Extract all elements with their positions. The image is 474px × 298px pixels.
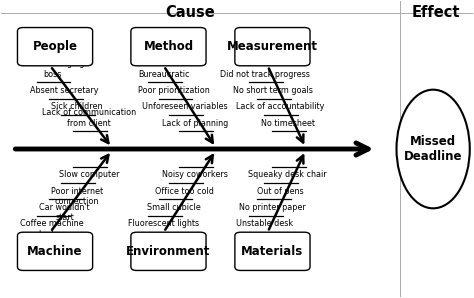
Text: Squeaky desk chair: Squeaky desk chair <box>248 170 327 179</box>
Text: Out of pens: Out of pens <box>257 187 303 196</box>
Text: Small cubicle: Small cubicle <box>147 203 201 212</box>
FancyBboxPatch shape <box>131 27 206 66</box>
Text: Cause: Cause <box>165 5 215 20</box>
Text: Missed
Deadline: Missed Deadline <box>404 135 462 163</box>
Text: Lack of communication
from client: Lack of communication from client <box>42 108 136 128</box>
Text: Did not track progress: Did not track progress <box>220 70 310 79</box>
Text: Effect: Effect <box>411 5 460 20</box>
Text: No short term goals: No short term goals <box>233 86 312 95</box>
Text: Lack of planning: Lack of planning <box>162 119 228 128</box>
FancyBboxPatch shape <box>18 27 92 66</box>
FancyBboxPatch shape <box>18 232 92 271</box>
Text: Unforeseen variables: Unforeseen variables <box>142 102 228 111</box>
FancyBboxPatch shape <box>235 232 310 271</box>
Text: Measurement: Measurement <box>227 40 318 53</box>
Text: Bureaucratic: Bureaucratic <box>138 70 190 79</box>
Text: Absent secretary: Absent secretary <box>30 86 99 95</box>
Text: People: People <box>33 40 78 53</box>
Text: Method: Method <box>144 40 193 53</box>
Ellipse shape <box>397 90 470 208</box>
FancyBboxPatch shape <box>235 27 310 66</box>
Text: Car wouldn't
start: Car wouldn't start <box>39 203 90 222</box>
Text: Poor prioritization: Poor prioritization <box>138 86 210 95</box>
Text: Unstable desk: Unstable desk <box>237 219 293 228</box>
Text: Noisy coworkers: Noisy coworkers <box>162 170 228 179</box>
Text: Poor internet
connection: Poor internet connection <box>51 187 103 206</box>
Text: Sick children: Sick children <box>51 102 102 111</box>
Text: Environment: Environment <box>126 245 210 258</box>
Text: No timesheet: No timesheet <box>261 119 315 128</box>
Text: Fluorescent lights: Fluorescent lights <box>128 219 199 228</box>
FancyBboxPatch shape <box>131 232 206 271</box>
Text: No printer paper: No printer paper <box>239 203 306 212</box>
Text: Office too cold: Office too cold <box>155 187 214 196</box>
Text: Micro-managing
boss: Micro-managing boss <box>19 59 85 79</box>
Text: Machine: Machine <box>27 245 83 258</box>
Text: Materials: Materials <box>241 245 303 258</box>
Text: Coffee machine
broken: Coffee machine broken <box>20 219 84 239</box>
Text: Slow computer: Slow computer <box>59 170 119 179</box>
Text: Lack of accountability: Lack of accountability <box>236 102 324 111</box>
